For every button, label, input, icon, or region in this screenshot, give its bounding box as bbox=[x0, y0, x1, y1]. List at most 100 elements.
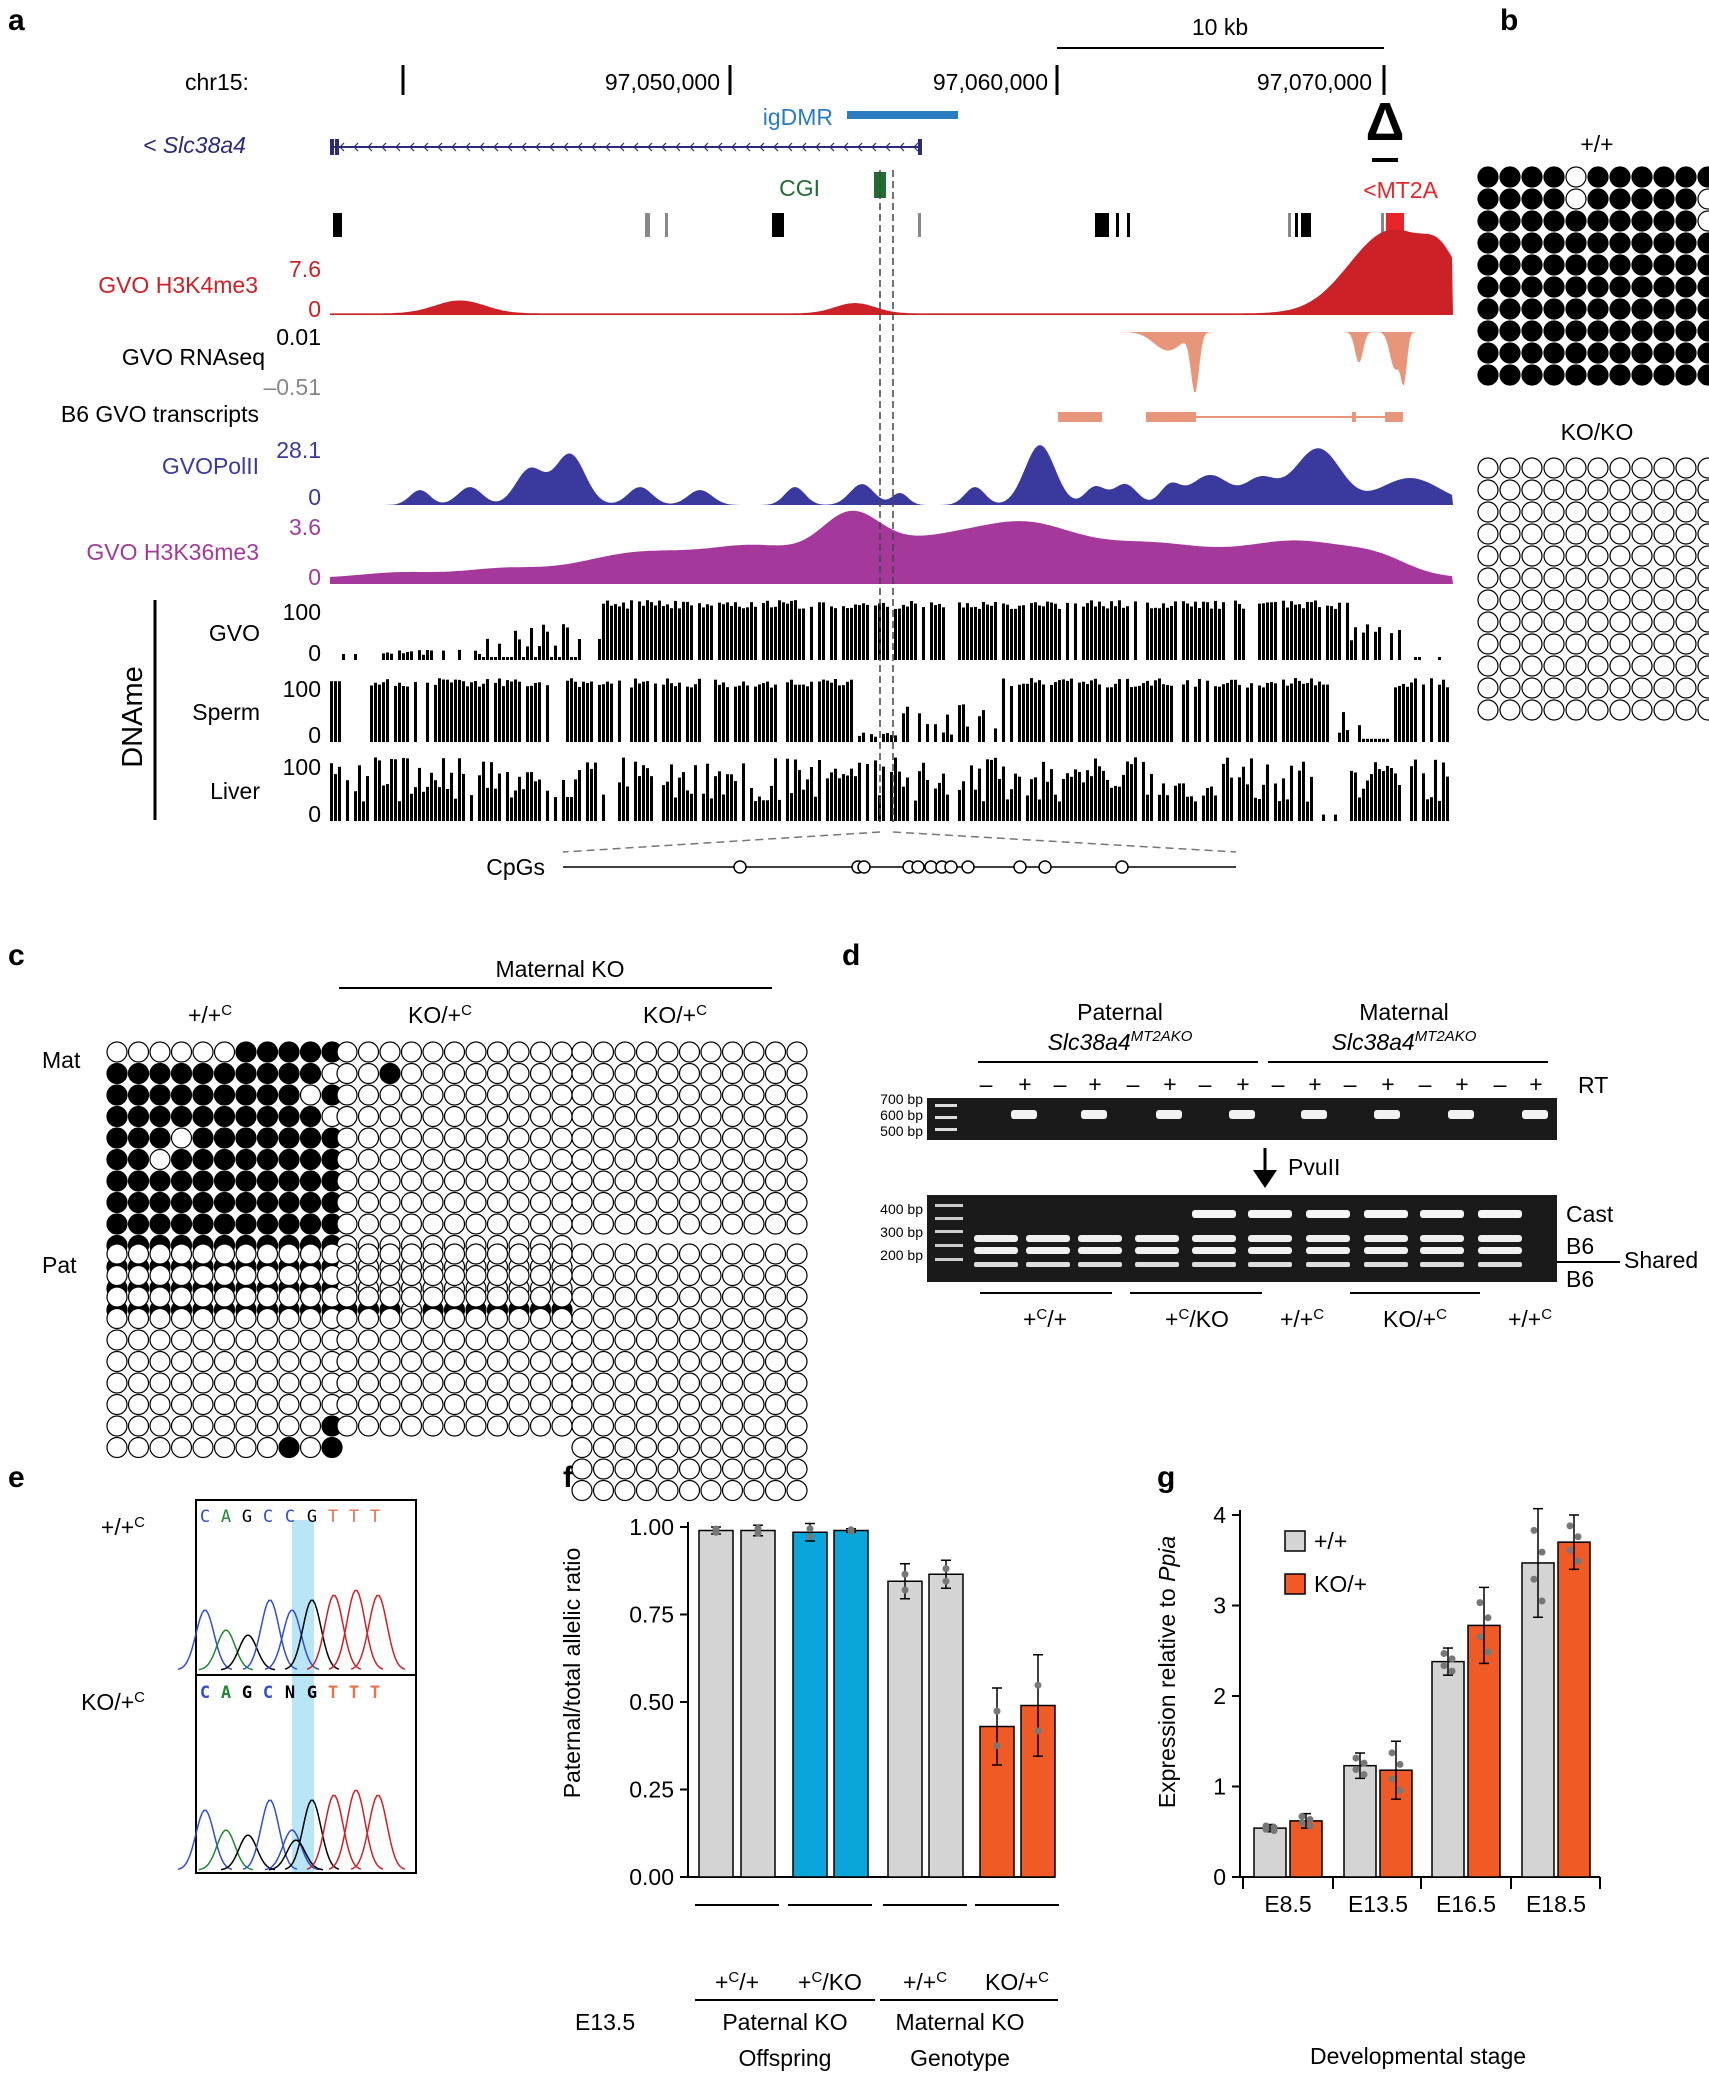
c-ko-mat-cpg bbox=[508, 1041, 530, 1063]
c-ko-pat-cpg bbox=[357, 1393, 380, 1416]
dname-bar bbox=[570, 797, 573, 821]
c-wt-pat-cpg bbox=[235, 1350, 257, 1373]
c-wt-pat-cpg bbox=[106, 1243, 128, 1265]
b-wt-cpg bbox=[1499, 320, 1521, 342]
dname-bar bbox=[1206, 788, 1209, 821]
c-ko2-pat-cpg bbox=[678, 1243, 701, 1265]
dname-bar bbox=[994, 757, 997, 821]
gene-strand-arrow bbox=[689, 142, 695, 152]
c-wt-mat-cpg bbox=[149, 1127, 171, 1149]
dname-bar bbox=[650, 776, 653, 821]
c-ko-pat-cpg bbox=[336, 1415, 358, 1437]
c-ko-pat-cpg bbox=[400, 1286, 423, 1308]
dname-bar bbox=[1126, 761, 1129, 821]
trace-peak bbox=[328, 1789, 384, 1870]
c-ko2-mat-cpg bbox=[571, 1041, 593, 1063]
f-stage: E13.5 bbox=[575, 2009, 635, 2035]
rt-band bbox=[1081, 1110, 1107, 1119]
c-wt-pat-cpg bbox=[299, 1393, 322, 1416]
c-ko-mat-cpg bbox=[551, 1127, 573, 1149]
c-wt-pat-cpg bbox=[170, 1329, 193, 1351]
g-xtick-label: E18.5 bbox=[1526, 1891, 1586, 1917]
dname-bar bbox=[1142, 761, 1145, 821]
c-wt-pat-cpg bbox=[170, 1307, 193, 1330]
c-ko2-pat-cpg bbox=[614, 1286, 636, 1308]
c-ko2-pat-cpg bbox=[635, 1436, 658, 1459]
dname-bar bbox=[946, 714, 949, 742]
c-ko2-pat-cpg bbox=[721, 1350, 744, 1373]
b-ko-cpg bbox=[1609, 545, 1631, 567]
c-ko-pat-cpg bbox=[529, 1329, 552, 1351]
c-grids bbox=[106, 1041, 808, 1502]
c-wt-mat-cpg bbox=[278, 1191, 300, 1214]
c-col1: +/+C bbox=[188, 1002, 232, 1028]
dname-bar bbox=[686, 686, 689, 742]
c-ko2-pat-cpg bbox=[657, 1393, 679, 1416]
dname-bar bbox=[1182, 783, 1185, 821]
c-ko2-mat-cpg bbox=[571, 1170, 593, 1192]
c-wt-pat-cpg bbox=[235, 1393, 257, 1416]
rt-sign: – bbox=[980, 1071, 993, 1097]
c-wt-mat-cpg bbox=[170, 1105, 193, 1128]
f-footer-offspring: Offspring bbox=[739, 2045, 832, 2071]
c-wt-pat-cpg bbox=[235, 1307, 257, 1330]
dname-bar bbox=[970, 607, 973, 660]
c-ko2-pat-cpg bbox=[743, 1393, 765, 1416]
b-wt-cpg bbox=[1697, 210, 1709, 232]
dname-bar bbox=[446, 789, 449, 821]
igdmr-label: igDMR bbox=[763, 104, 833, 130]
pol-min: 0 bbox=[308, 484, 321, 510]
dname-bar bbox=[1222, 763, 1225, 821]
dname-bar bbox=[346, 780, 349, 821]
dname-bar bbox=[1150, 685, 1153, 742]
zoom-line-left bbox=[562, 831, 881, 853]
dname-bar bbox=[818, 681, 821, 742]
c-ko2-pat-cpg bbox=[721, 1458, 744, 1480]
gene-strand-arrow bbox=[801, 142, 807, 152]
dname-bar bbox=[766, 681, 769, 742]
g-point bbox=[1574, 1557, 1582, 1565]
c-ko2-pat-cpg bbox=[571, 1243, 593, 1265]
b6-lower-band bbox=[1478, 1262, 1522, 1267]
c-ko2-mat-cpg bbox=[721, 1127, 744, 1149]
dname-bar bbox=[1166, 795, 1169, 821]
dname-bar bbox=[1306, 801, 1309, 821]
c-ko2-pat-cpg bbox=[786, 1350, 808, 1373]
c-ko-mat-cpg bbox=[336, 1062, 358, 1085]
c-ko-pat-cpg bbox=[379, 1329, 401, 1351]
c-wt-pat-cpg bbox=[127, 1329, 150, 1351]
c-ko-pat-cpg bbox=[336, 1286, 358, 1308]
c-col3: KO/+C bbox=[643, 1002, 707, 1028]
b6-band bbox=[974, 1235, 1018, 1242]
dname-bar bbox=[1042, 606, 1045, 660]
c-wt-pat-cpg bbox=[127, 1415, 150, 1437]
dname-bar bbox=[1374, 631, 1377, 660]
b-wt-cpg bbox=[1521, 342, 1543, 364]
b-wt-cpg bbox=[1499, 298, 1521, 320]
c-ko2-mat-cpg bbox=[592, 1148, 615, 1171]
e-ko-label: KO/+C bbox=[81, 1689, 145, 1715]
dname-bar bbox=[834, 768, 837, 821]
dname-bar bbox=[1406, 686, 1409, 742]
dname-bar bbox=[1322, 684, 1325, 742]
c-ko-mat-cpg bbox=[529, 1148, 552, 1171]
b-ko-cpg bbox=[1543, 611, 1565, 633]
b-wt-cpg bbox=[1609, 254, 1631, 276]
g-point bbox=[1448, 1655, 1456, 1663]
dname-bar bbox=[1142, 683, 1145, 742]
c-ko2-pat-cpg bbox=[614, 1307, 636, 1330]
b-ko-cpg bbox=[1609, 567, 1631, 589]
dname-bar bbox=[922, 607, 925, 660]
c-ko2-pat-cpg bbox=[657, 1436, 679, 1459]
dname-bar bbox=[1062, 679, 1065, 742]
c-wt-pat-cpg bbox=[213, 1372, 236, 1394]
dname-bar bbox=[502, 686, 505, 742]
c-wt-pat-cpg bbox=[235, 1329, 257, 1351]
c-wt-pat-cpg bbox=[106, 1329, 128, 1351]
c-ko2-pat-cpg bbox=[721, 1286, 744, 1308]
dname-bar bbox=[798, 770, 801, 821]
c-ko2-pat-cpg bbox=[592, 1264, 615, 1287]
dname-bar bbox=[894, 757, 897, 821]
c-ko-pat-cpg bbox=[336, 1372, 358, 1394]
